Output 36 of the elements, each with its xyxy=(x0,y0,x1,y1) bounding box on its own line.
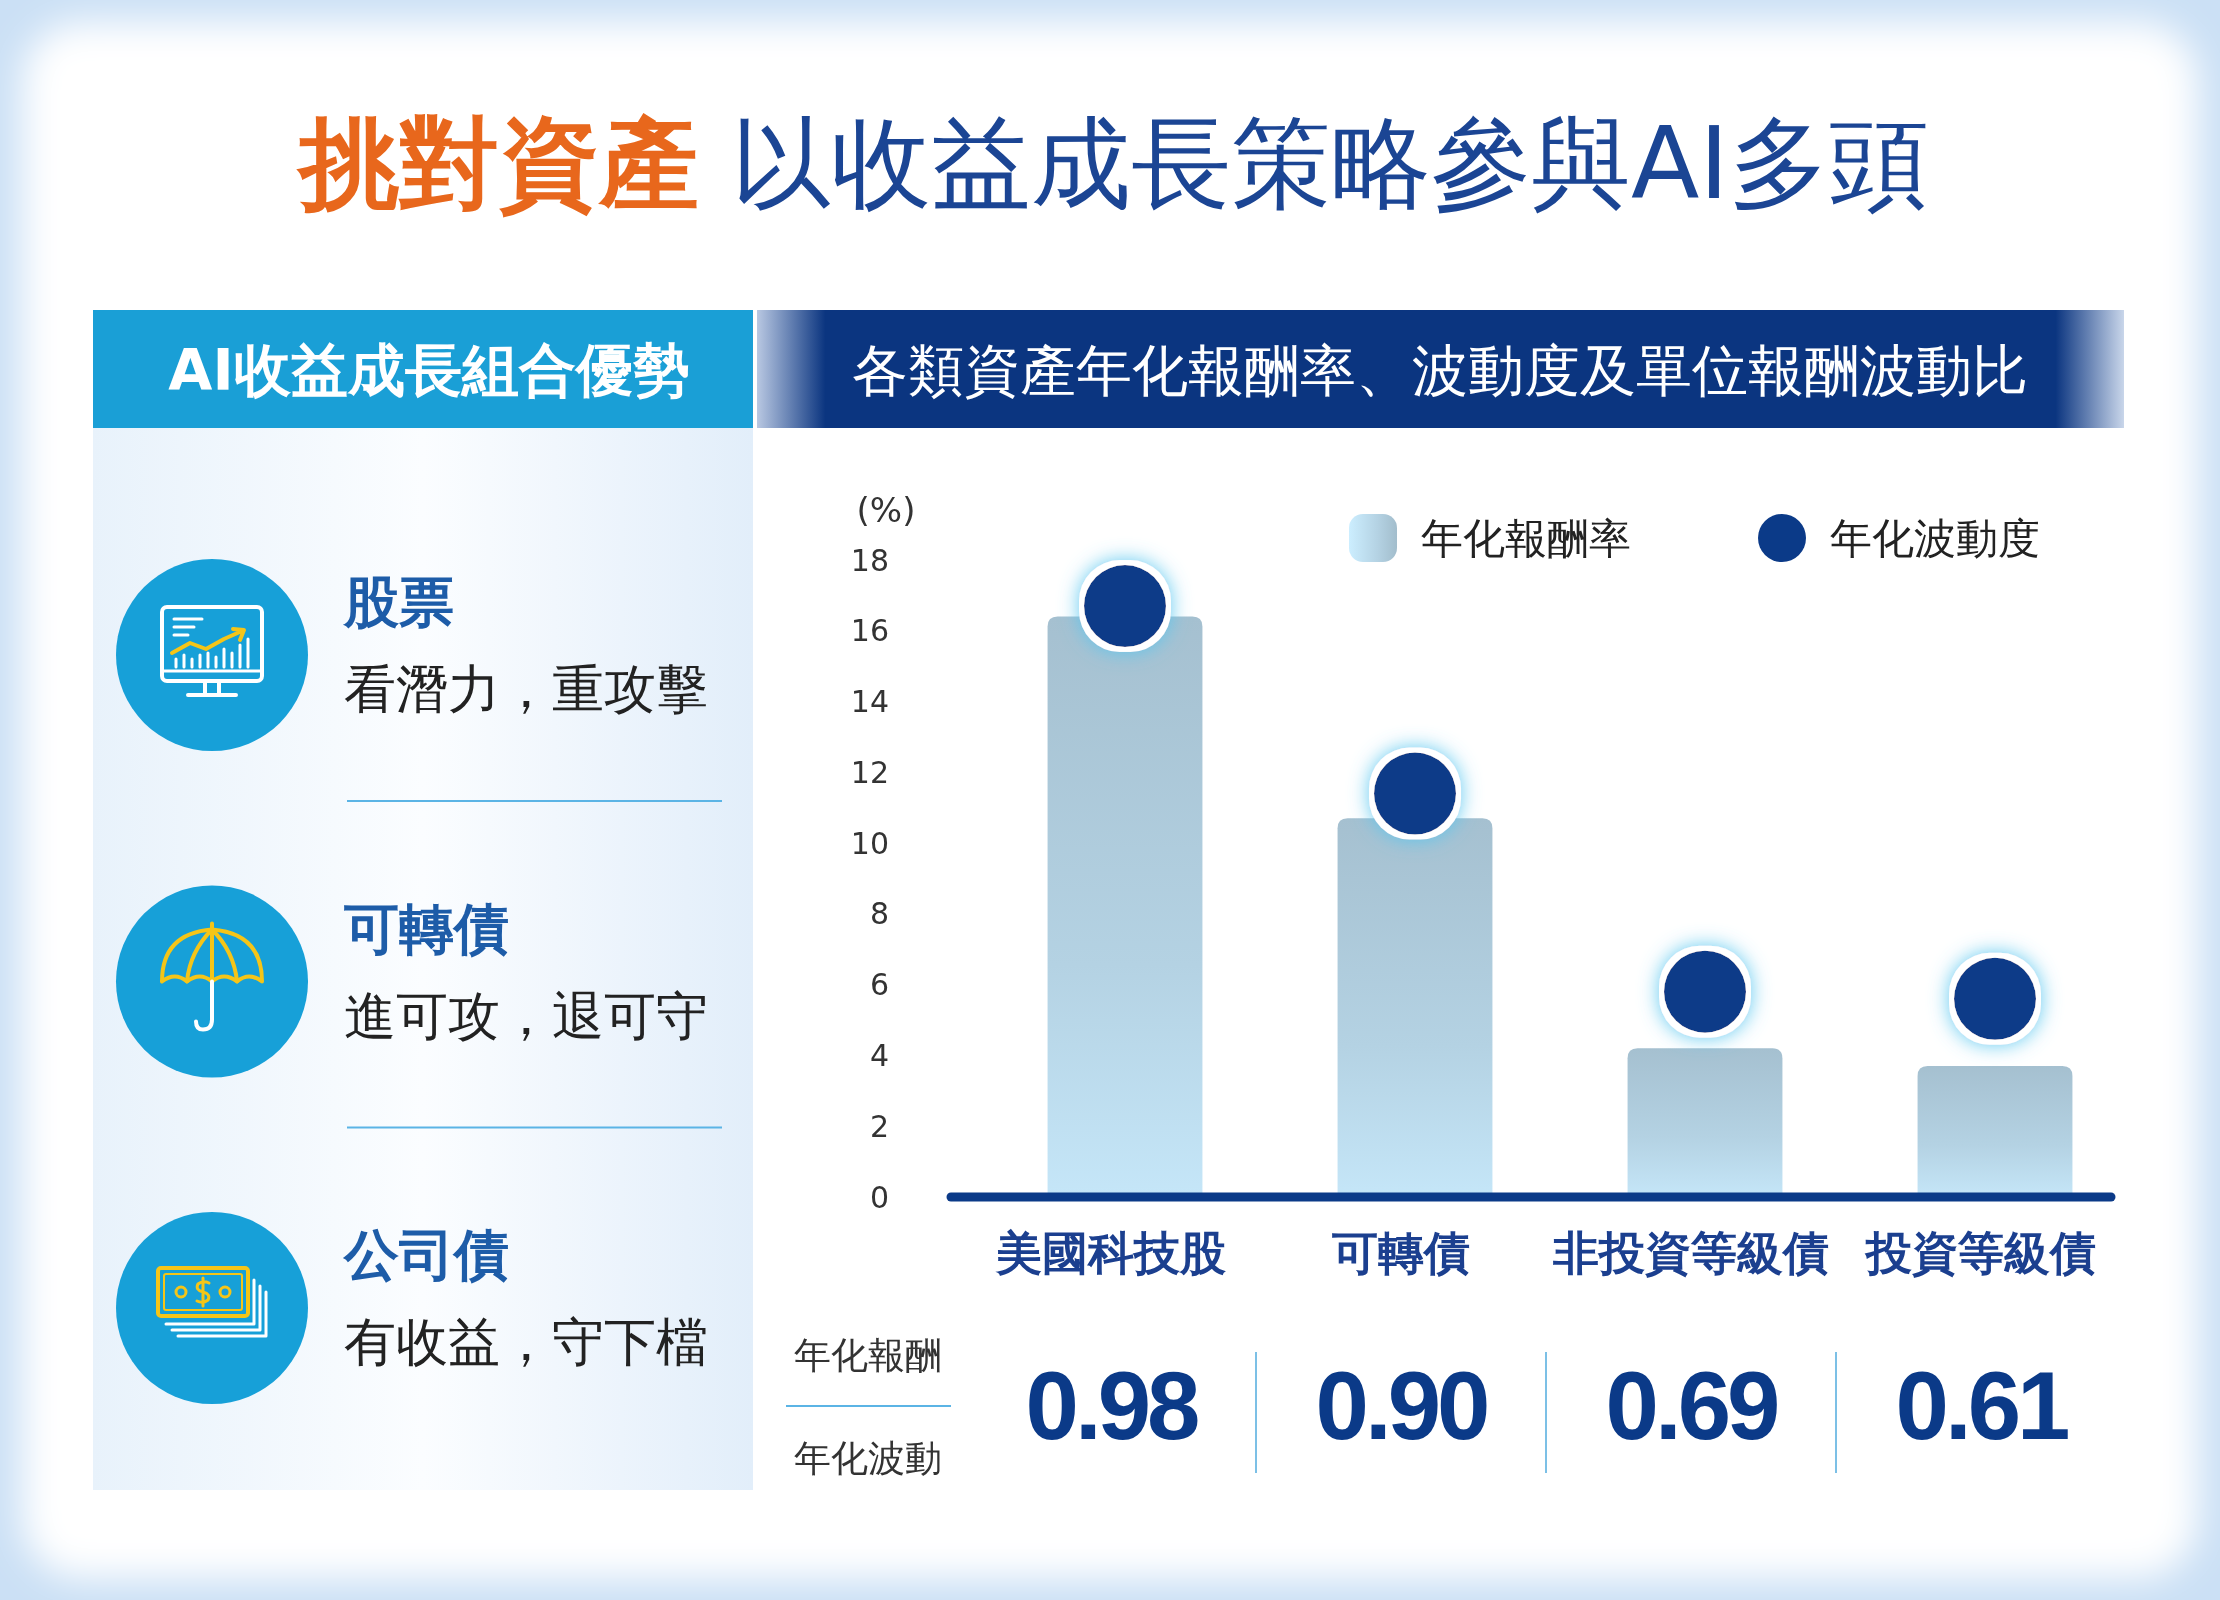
text: 0.61 xyxy=(1895,1351,2069,1459)
legend-label: 年化波動度 xyxy=(1830,513,2040,563)
y-tick-label: 4 xyxy=(869,1037,889,1073)
y-tick-label: 14 xyxy=(850,684,889,720)
legend-label: 年化報酬率 xyxy=(1421,513,1631,563)
y-tick-label: 8 xyxy=(869,896,889,932)
chart-title: 挑對資產 以收益成長策略參與AI多頭 xyxy=(296,104,1929,222)
text: 進可攻，退可守 xyxy=(344,985,708,1046)
text: 公司債 xyxy=(342,1223,509,1287)
text: 0.69 xyxy=(1605,1351,1778,1459)
point xyxy=(1374,752,1456,835)
y-axis-title: (%) xyxy=(856,490,916,530)
y-tick-label: 18 xyxy=(850,542,889,578)
x-tick-label: 投資等級債 xyxy=(1864,1226,2096,1280)
text: 可轉債 xyxy=(343,896,509,961)
y-tick-label: 12 xyxy=(850,754,889,790)
text: 年化報酬 xyxy=(794,1333,942,1377)
text: 0.90 xyxy=(1315,1351,1488,1459)
point xyxy=(1954,957,2036,1040)
text: 有收益，守下檔 xyxy=(344,1312,708,1372)
x-tick-label: 可轉債 xyxy=(1332,1226,1470,1280)
y-tick-label: 16 xyxy=(850,613,889,649)
x-tick-label: 美國科技股 xyxy=(995,1226,1226,1280)
text: 0.98 xyxy=(1025,1351,1199,1459)
text: AI收益成長組合優勢 xyxy=(168,337,690,403)
point xyxy=(1664,950,1746,1033)
text: 股票 xyxy=(342,570,454,634)
y-tick-label: 0 xyxy=(869,1179,889,1215)
y-tick-label: 6 xyxy=(869,967,889,1003)
y-tick-label: 10 xyxy=(850,825,889,861)
point xyxy=(1084,565,1166,648)
text: 看潛力，重攻擊 xyxy=(344,659,708,719)
y-tick-label: 2 xyxy=(869,1108,889,1144)
text: 年化波動 xyxy=(794,1436,942,1480)
x-tick-label: 非投資等級債 xyxy=(1552,1226,1829,1280)
chart-subtitle: 各類資產年化報酬率、波動度及單位報酬波動比 xyxy=(852,337,2028,403)
